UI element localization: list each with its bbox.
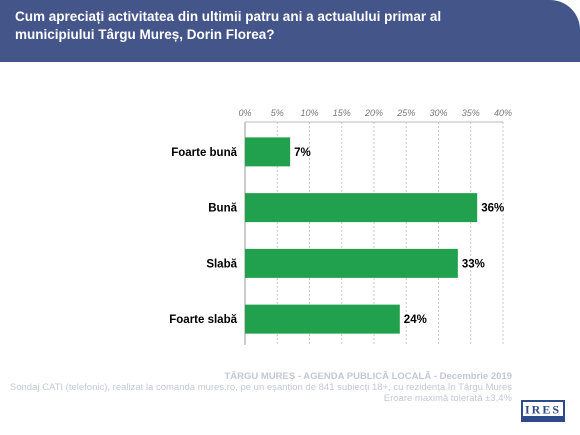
data-label: 33%: [462, 258, 485, 270]
x-tick-label: 20%: [364, 108, 383, 118]
category-label: Slabă: [206, 258, 237, 270]
footer-title: TÂRGU MUREȘ - AGENDA PUBLICĂ LOCALĂ - De…: [224, 371, 512, 382]
footer-methodology: Sondaj CATI (telefonic), realizat la com…: [9, 382, 512, 393]
data-label: 7%: [294, 147, 311, 159]
question-title: Cum apreciați activitatea din ultimii pa…: [15, 9, 442, 42]
bar-chart: 0% 5% 10% 15% 20% 25% 30% 35% 40% Foarte bună 7% Bu…: [169, 108, 512, 345]
category-label: Foarte slabă: [169, 314, 237, 326]
category-label: Foarte bună: [171, 147, 237, 159]
x-tick-label: 5%: [271, 108, 284, 118]
x-tick-label: 30%: [429, 108, 447, 118]
header-background: [0, 0, 580, 62]
data-label: 36%: [481, 203, 504, 215]
x-tick-label: 40%: [494, 108, 512, 118]
x-tick-label: 0%: [238, 108, 251, 118]
logo-text: IRES: [525, 403, 561, 417]
data-label: 24%: [404, 314, 427, 326]
bar: [245, 304, 400, 334]
ires-logo: IRES: [521, 400, 565, 422]
x-tick-label: 15%: [333, 108, 351, 118]
bar: [245, 193, 478, 223]
footer-error-margin: Eroare maximă tolerată ±3,4%: [383, 393, 512, 404]
x-tick-label: 10%: [300, 108, 318, 118]
bar: [245, 137, 291, 167]
category-label: Bună: [208, 203, 237, 215]
bar: [245, 248, 458, 278]
x-tick-label: 35%: [462, 108, 480, 118]
x-tick-label: 25%: [396, 108, 415, 118]
header-banner: Cum apreciați activitatea din ultimii pa…: [0, 0, 580, 62]
